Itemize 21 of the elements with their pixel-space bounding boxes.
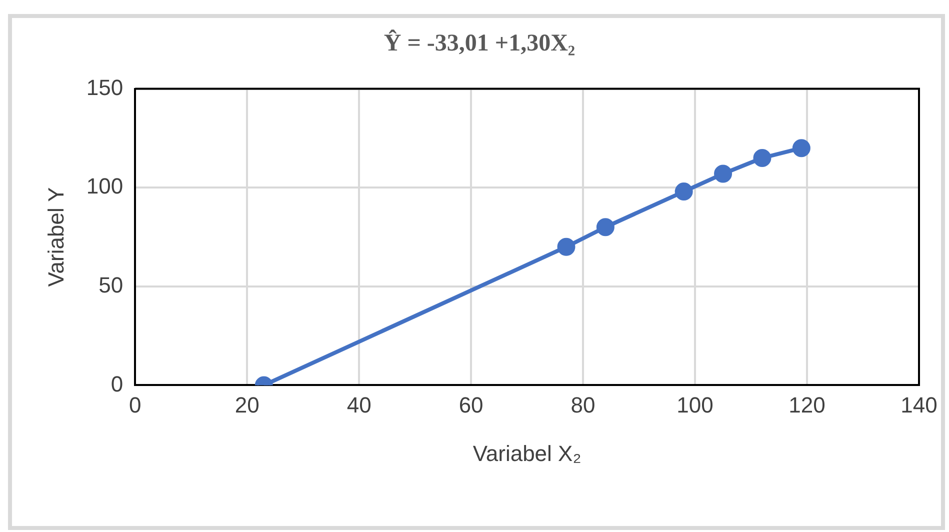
x-tick-label: 40 [346,392,372,418]
y-tick-label: 50 [98,272,124,298]
chart-title: Ŷ = -33,01 +1,30X₂ [384,30,576,57]
point [753,148,772,167]
x-axis-title: Variabel X₂ [472,440,582,466]
y-tick-label: 100 [86,174,124,199]
point [714,164,732,183]
point [557,238,576,256]
y-tick-label: 150 [86,74,124,100]
x-tick-label: 80 [570,392,596,418]
point [674,182,693,201]
x-tick-label: 60 [458,392,484,418]
point [596,218,614,236]
x-tick-label: 0 [128,392,142,418]
x-tick-label: 20 [234,392,260,418]
x-tick-label: 120 [788,392,826,418]
y-axis-title: Variabel Y [43,186,68,287]
y-tick-label: 0 [110,371,124,396]
x-tick-label: 140 [900,392,938,418]
x-tick-label: 100 [676,392,714,418]
point [792,139,810,158]
